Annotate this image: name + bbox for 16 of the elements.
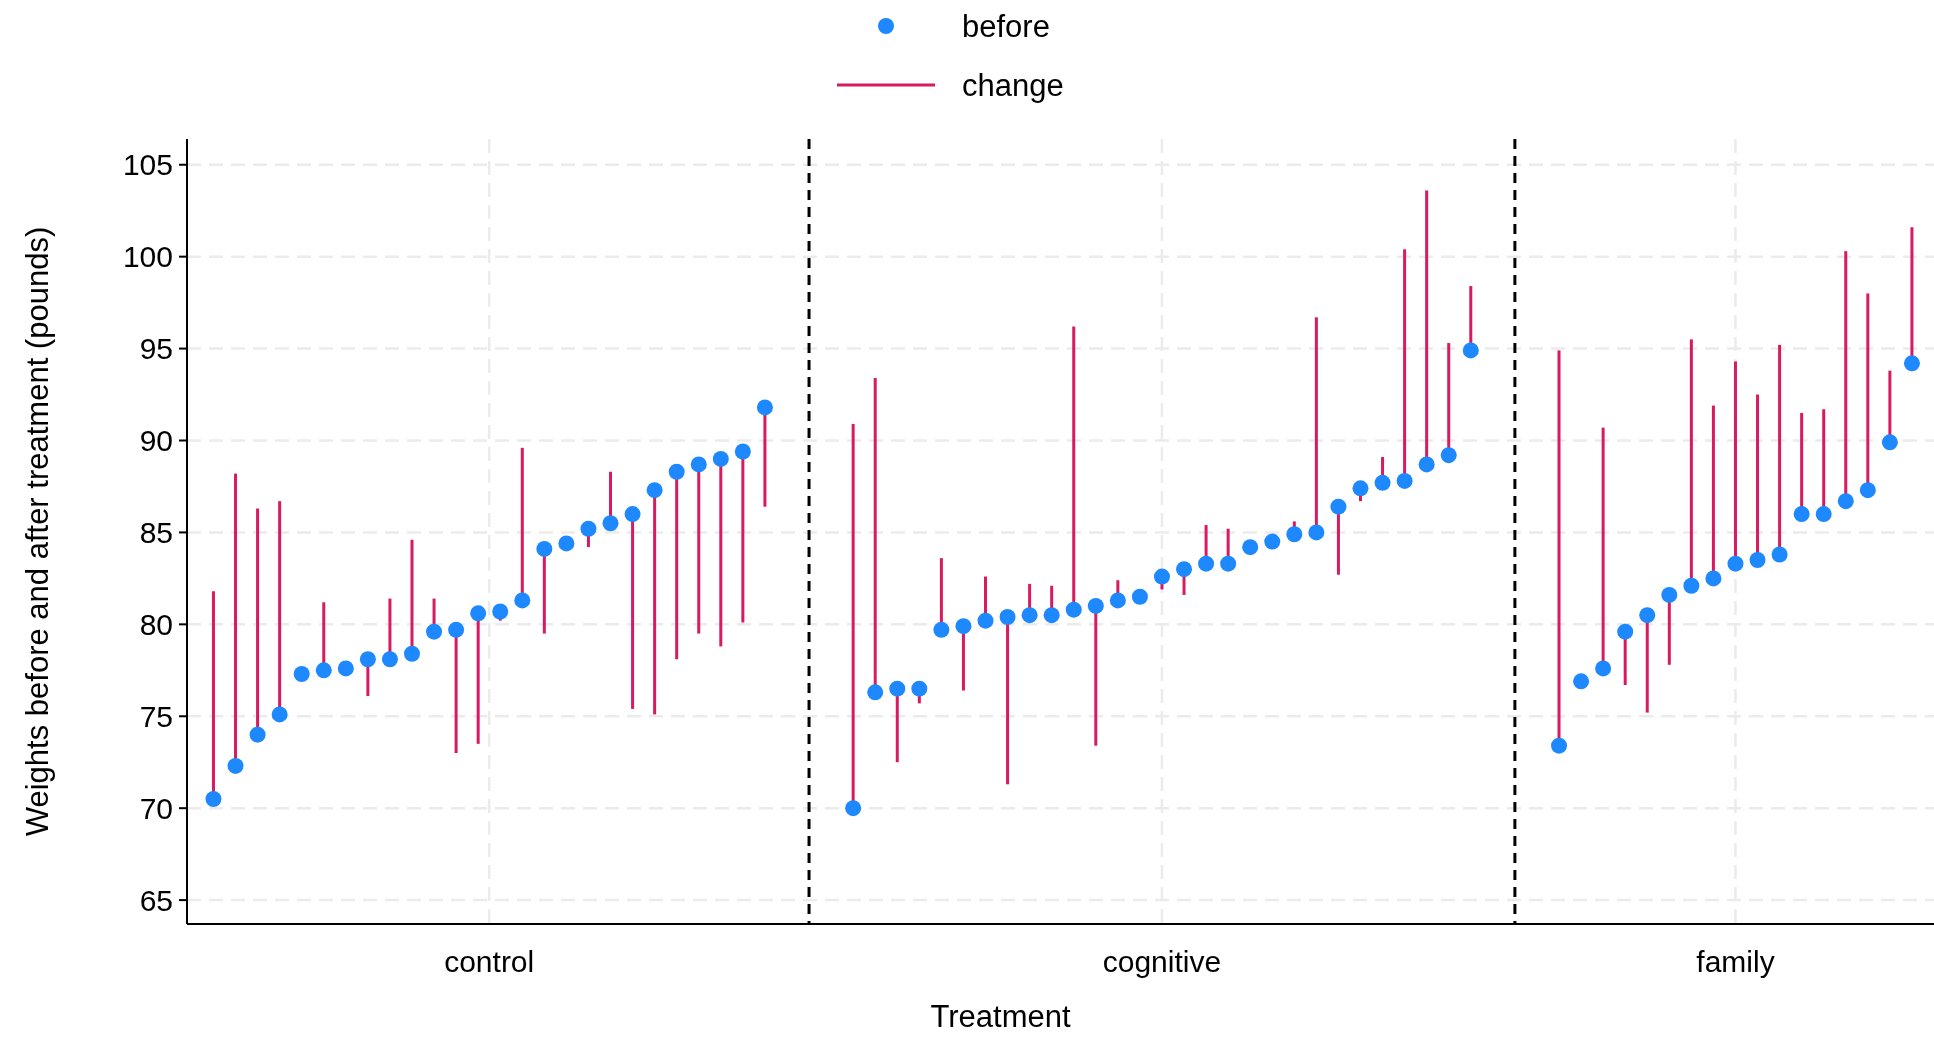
y-axis-title: Weights before and after treatment (pounds)	[20, 226, 55, 837]
y-tick-label: 90	[139, 424, 173, 457]
y-tick-label: 100	[122, 240, 173, 274]
x-axis-title: Treatment	[930, 999, 1071, 1034]
y-tick-label: 80	[139, 607, 173, 641]
x-tick-label: family	[1696, 945, 1775, 978]
x-tick-label: cognitive	[1102, 945, 1222, 978]
y-tick-label: 75	[139, 699, 173, 733]
y-tick-label: 70	[139, 791, 173, 825]
x-tick-label: control	[444, 945, 535, 978]
y-tick-label: 105	[122, 148, 173, 182]
y-tick-label: 65	[139, 883, 173, 917]
y-tick-label: 85	[139, 515, 173, 549]
y-tick-label: 95	[139, 332, 173, 366]
legend-label: change	[962, 67, 1064, 103]
legend-label: before	[962, 8, 1050, 44]
